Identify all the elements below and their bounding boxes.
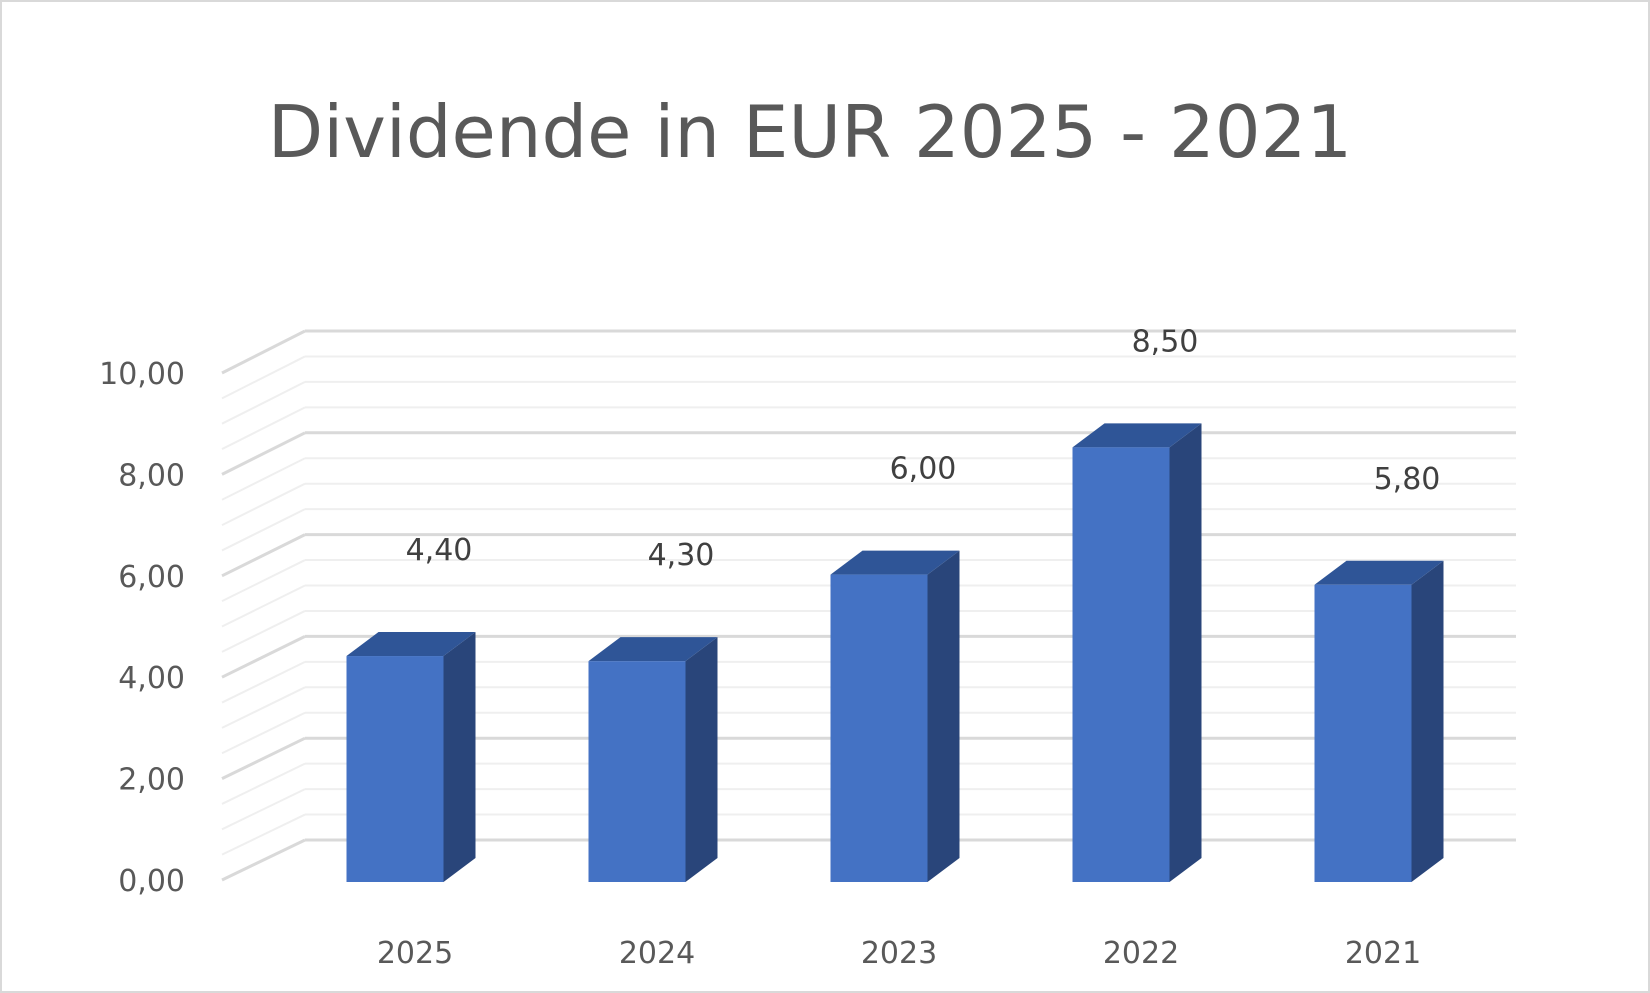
bar-front <box>1072 447 1170 882</box>
x-tick-label: 2024 <box>619 936 695 971</box>
y-tick-label: 2,00 <box>118 763 185 798</box>
x-axis: 2025 2024 2023 2022 2021 <box>377 936 1421 971</box>
y-tick-label: 0,00 <box>118 864 185 899</box>
x-tick-label: 2025 <box>377 936 453 971</box>
data-label: 8,50 <box>1132 324 1199 359</box>
y-axis: 0,00 2,00 4,00 6,00 8,00 10,00 <box>99 357 185 899</box>
grid-line-minor-side <box>221 660 306 704</box>
bar-front <box>830 574 928 882</box>
data-label: 6,00 <box>890 452 957 487</box>
grid-line-minor-side <box>221 711 306 755</box>
data-label: 5,80 <box>1374 462 1441 497</box>
grid-line-major-side <box>221 635 306 679</box>
grid-line-major-side <box>221 329 306 375</box>
bar-2024: 4,30 <box>588 538 718 882</box>
bar-side <box>927 550 960 882</box>
grid-line-minor-side <box>221 482 306 526</box>
bar-2023: 6,00 <box>830 452 960 882</box>
grid-line-minor-side <box>221 381 306 425</box>
y-tick-label: 8,00 <box>118 458 185 493</box>
bar-side <box>1411 560 1444 882</box>
bar-side <box>685 637 718 882</box>
bar-2025: 4,40 <box>346 533 476 882</box>
grid-line-minor-side <box>221 406 306 450</box>
bars: 4,40 4,30 6,00 8,50 5,80 <box>346 324 1444 882</box>
bar-top <box>830 550 960 575</box>
data-label: 4,30 <box>648 538 715 573</box>
bar-top <box>1072 423 1202 448</box>
grid-line-minor-side <box>221 813 306 856</box>
grid-line-minor-side <box>221 762 306 805</box>
grid-line-minor-side <box>221 584 306 628</box>
bar-front <box>1314 584 1412 882</box>
bar-2021: 5,80 <box>1314 462 1444 882</box>
bar-side <box>443 632 476 882</box>
grid-line-minor-side <box>221 610 306 653</box>
grid-line-major-side <box>221 533 306 578</box>
x-tick-label: 2023 <box>861 936 937 971</box>
bar-side <box>1169 423 1202 882</box>
grid-line-minor-side <box>221 457 306 501</box>
grid-line-major-side <box>221 431 306 476</box>
grid-line-major-side <box>221 736 306 780</box>
grid-line-minor-side <box>221 686 306 729</box>
bar-front <box>588 661 686 882</box>
bar-top <box>1314 560 1444 585</box>
bar-2022: 8,50 <box>1072 324 1202 882</box>
bar-front <box>346 656 444 882</box>
bar-top <box>346 632 476 657</box>
x-tick-label: 2022 <box>1103 936 1179 971</box>
bar-top <box>588 637 718 662</box>
grid-line-major-side <box>221 838 306 882</box>
grid-line-minor-side <box>221 788 306 831</box>
grid-line-minor-side <box>221 508 306 552</box>
chart-title: Dividende in EUR 2025 - 2021 <box>268 90 1352 174</box>
grid-line-minor-side <box>221 559 306 603</box>
x-tick-label: 2021 <box>1345 936 1421 971</box>
grid-line-minor-side <box>221 355 306 400</box>
data-label: 4,40 <box>406 533 473 568</box>
y-tick-label: 4,00 <box>118 661 185 696</box>
y-tick-label: 10,00 <box>99 357 185 392</box>
y-tick-label: 6,00 <box>118 560 185 595</box>
